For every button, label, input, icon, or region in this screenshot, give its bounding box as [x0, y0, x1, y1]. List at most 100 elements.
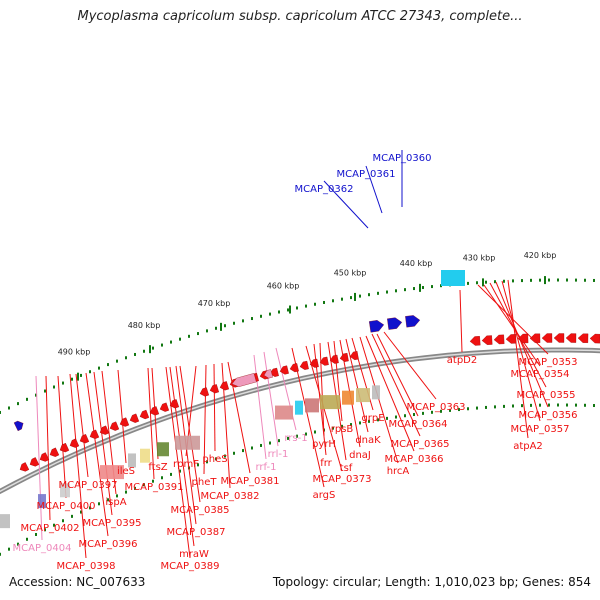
gene-arrow[interactable]	[289, 363, 299, 373]
gene-label[interactable]: ftsZ	[148, 462, 167, 473]
gene-arrow[interactable]	[169, 399, 180, 409]
gene-arrow[interactable]	[481, 335, 493, 345]
gene-label[interactable]: MCAP_0396	[79, 539, 138, 550]
gene-arrow[interactable]	[98, 425, 110, 436]
gene-arrow[interactable]	[577, 333, 589, 343]
gene-label[interactable]: MCAP_0400	[37, 501, 96, 512]
feature-block[interactable]	[0, 514, 10, 529]
gene-arrow-blue[interactable]	[369, 319, 385, 333]
gene-arrow[interactable]	[565, 333, 577, 343]
gene-arrow[interactable]	[68, 438, 80, 450]
gene-arrow[interactable]	[38, 452, 50, 464]
gene-arrow[interactable]	[119, 417, 130, 428]
feature-block[interactable]	[60, 483, 70, 498]
gene-label-blue[interactable]: MCAP_0361	[337, 169, 396, 180]
gene-arrow[interactable]	[48, 447, 60, 459]
rrna-label[interactable]: rrs-1	[284, 433, 307, 444]
gene-label[interactable]: MCAP_0402	[21, 523, 80, 534]
gene-label[interactable]: tsf	[340, 463, 353, 474]
gene-arrow-blue[interactable]	[387, 317, 403, 330]
gene-label[interactable]: ispA	[105, 497, 126, 508]
gene-label[interactable]: MCAP_0363	[407, 402, 466, 413]
gene-label[interactable]: MCAP_0373	[313, 474, 372, 485]
gene-label[interactable]: MCAP_0356	[519, 410, 578, 421]
gene-label[interactable]: mraW	[179, 549, 209, 560]
feature-block[interactable]	[372, 385, 380, 400]
gene-label[interactable]: MCAP_0387	[167, 527, 226, 538]
gene-label-blue[interactable]: MCAP_0360	[373, 153, 432, 164]
gene-arrow[interactable]	[159, 402, 170, 413]
gene-arrow[interactable]	[279, 365, 289, 376]
feature-block[interactable]	[175, 435, 200, 450]
gene-arrow[interactable]	[541, 333, 553, 343]
gene-arrow[interactable]	[129, 413, 140, 424]
gene-arrow[interactable]	[339, 352, 349, 362]
gene-label[interactable]: MCAP_0391	[125, 482, 184, 493]
gene-arrow[interactable]	[219, 381, 229, 391]
gene-arrow[interactable]	[553, 333, 565, 343]
gene-label[interactable]: pheT	[192, 477, 218, 488]
gene-label[interactable]: MCAP_0382	[201, 491, 260, 502]
gene-label-blue[interactable]: MCAP_0362	[295, 184, 354, 195]
feature-block[interactable]	[275, 405, 293, 420]
rrna-label[interactable]: rrf-1	[256, 462, 277, 473]
gene-arrow[interactable]	[18, 462, 30, 473]
gene-label[interactable]: MCAP_0381	[221, 476, 280, 487]
gene-label[interactable]: dnaJ	[349, 450, 371, 461]
gene-label[interactable]: MCAP_0365	[391, 439, 450, 450]
gene-arrow[interactable]	[493, 334, 505, 345]
gene-arrow[interactable]	[88, 429, 100, 440]
gene-arrow-blue[interactable]	[13, 419, 25, 432]
gene-label[interactable]: MCAP_0366	[385, 454, 444, 465]
gene-label[interactable]: atpD2	[447, 355, 477, 366]
gene-label[interactable]: rpsB	[331, 424, 354, 435]
gene-arrow[interactable]	[139, 409, 150, 420]
rrna-arrow[interactable]	[231, 373, 257, 388]
gene-label[interactable]: frr	[320, 458, 332, 469]
feature-block[interactable]	[441, 270, 465, 286]
gene-arrow[interactable]	[199, 387, 210, 397]
feature-block[interactable]	[305, 398, 319, 413]
gene-arrow[interactable]	[529, 333, 541, 343]
rrna-label[interactable]: MCAP_0404	[13, 543, 72, 554]
gene-arrow[interactable]	[28, 457, 40, 468]
gene-arrow[interactable]	[319, 356, 329, 366]
gene-label[interactable]: pyrH	[312, 439, 336, 450]
gene-label[interactable]: MCAP_0355	[517, 390, 576, 401]
feature-block[interactable]	[128, 453, 136, 468]
gene-label[interactable]: MCAP_0353	[519, 357, 578, 368]
gene-arrow-blue[interactable]	[405, 315, 421, 328]
gene-arrow[interactable]	[469, 336, 481, 346]
gene-label[interactable]: MCAP_0357	[511, 424, 570, 435]
gene-arrow[interactable]	[589, 333, 600, 344]
rrna-label[interactable]: rrl-1	[268, 449, 289, 460]
feature-block[interactable]	[342, 390, 354, 405]
gene-arrow[interactable]	[58, 442, 70, 454]
feature-block[interactable]	[295, 400, 303, 415]
rrna-arrow[interactable]	[263, 369, 273, 379]
feature-block[interactable]	[320, 395, 340, 410]
gene-label[interactable]: MCAP_0364	[389, 419, 448, 430]
feature-block[interactable]	[356, 388, 370, 403]
gene-label[interactable]: MCAP_0385	[171, 505, 230, 516]
gene-arrow[interactable]	[78, 434, 90, 445]
feature-block[interactable]	[38, 494, 46, 509]
gene-label[interactable]: MCAP_0354	[511, 369, 570, 380]
gene-arrow[interactable]	[517, 333, 529, 344]
gene-label[interactable]: MCAP_0395	[83, 518, 142, 529]
gene-arrow[interactable]	[505, 334, 517, 344]
gene-label[interactable]: MCAP_0397	[59, 480, 118, 491]
feature-block[interactable]	[140, 448, 150, 463]
gene-label[interactable]: MCAP_0389	[161, 561, 220, 572]
feature-block[interactable]	[100, 465, 124, 480]
gene-arrow[interactable]	[209, 384, 220, 394]
gene-label[interactable]: ileS	[117, 466, 135, 477]
gene-label[interactable]: rpmF	[173, 459, 199, 470]
gene-arrow[interactable]	[329, 354, 339, 364]
gene-label[interactable]: grpE	[361, 413, 384, 424]
gene-label[interactable]: argS	[313, 490, 336, 501]
gene-arrow[interactable]	[309, 358, 319, 368]
gene-arrow[interactable]	[109, 421, 120, 432]
gene-label[interactable]: pheS	[202, 454, 227, 465]
gene-label[interactable]: atpA2	[513, 441, 543, 452]
